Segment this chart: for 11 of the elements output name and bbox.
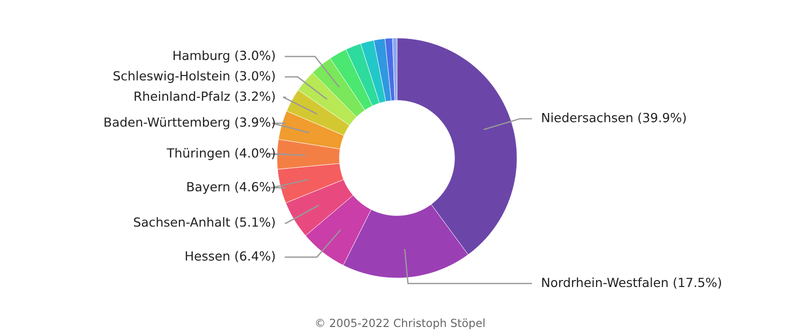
slice-label: Bayern (4.6%) [187,182,275,194]
slice-label: Hamburg (3.0%) [174,50,275,63]
slice-label: Thüringen (4.0%) [166,148,275,160]
slice-label: Rheinland-Pfalz (3.2%) [134,91,275,102]
slice-label: Baden-Württemberg (3.9%) [104,117,275,130]
slice-label: Niedersachsen (39.9%) [542,112,686,124]
slice-label: Hessen (6.4%) [186,251,275,262]
slice-label: Sachsen-Anhalt (5.1%) [134,217,275,228]
slice-label: Nordrhein-Westfalen (17.5%) [542,278,722,289]
slice-label: Schleswig-Holstein (3.0%) [114,70,275,83]
text: © 2005-2022 Christoph Stöpel [316,318,484,330]
